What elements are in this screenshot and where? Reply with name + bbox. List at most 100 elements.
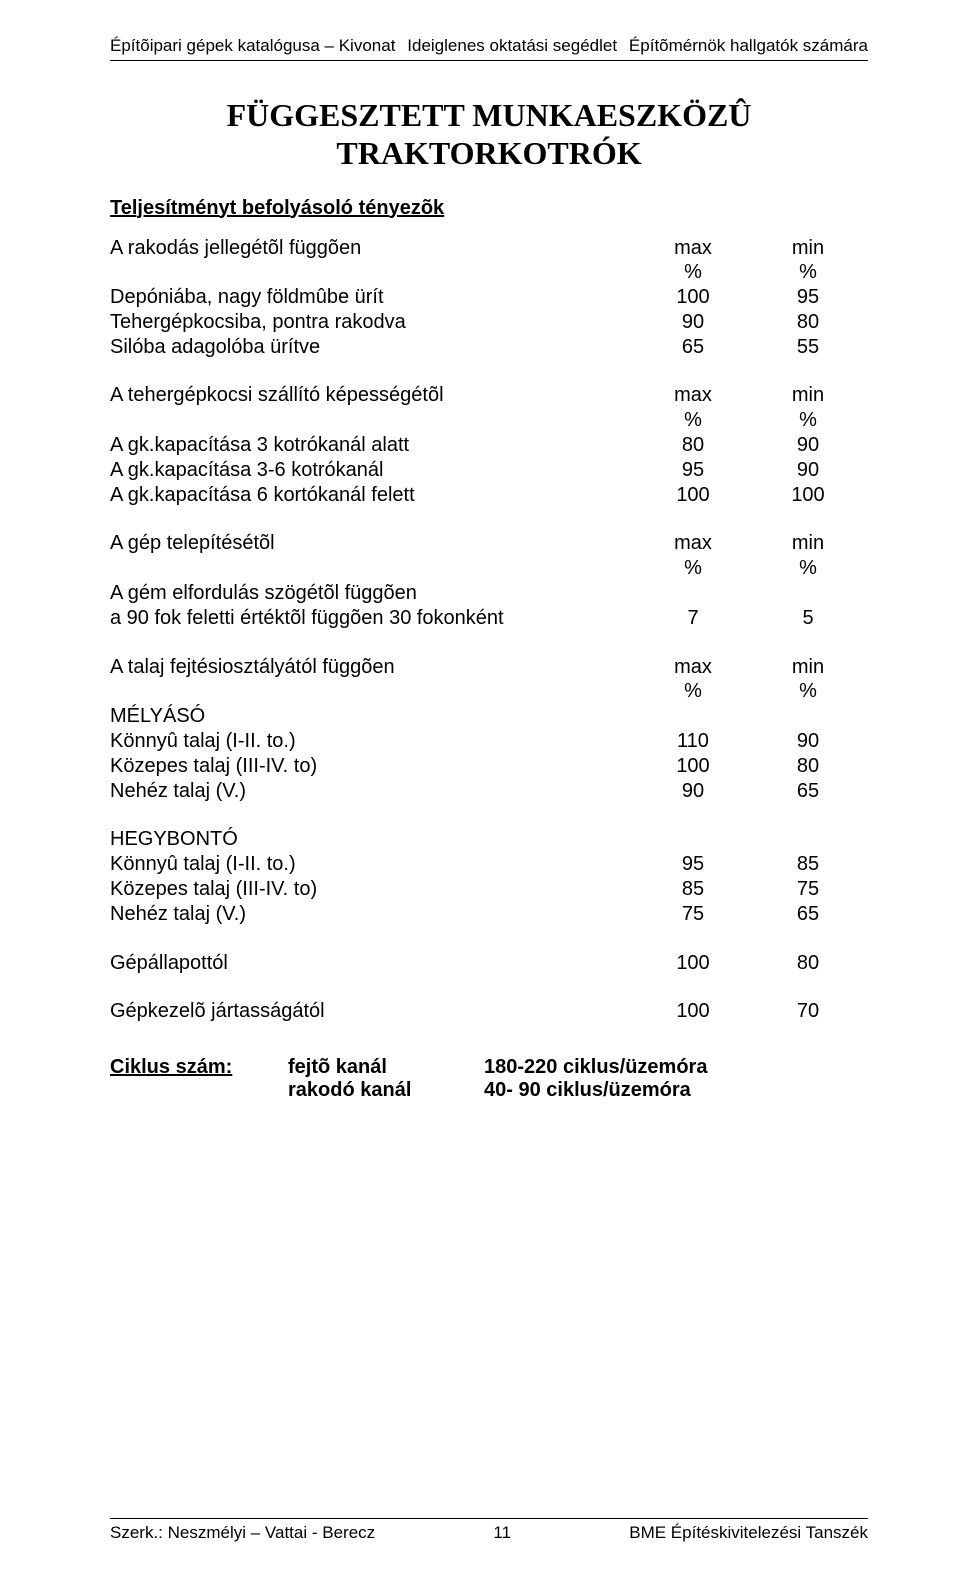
data-table: Gépállapottól10080 [110,951,868,976]
group-header-min: min [748,236,868,261]
row-label: Gépállapottól [110,951,638,976]
row-min: 90 [748,433,868,458]
row-max: 90 [638,779,748,804]
row-label: Közepes talaj (III-IV. to) [110,877,638,902]
footer-page-number: 11 [493,1523,511,1543]
sub-label: HEGYBONTÓ [110,827,638,852]
pct-symbol: % [748,408,868,433]
row-label: Gépkezelõ jártasságától [110,999,638,1024]
row-min: 5 [748,606,868,631]
row-min: 80 [748,310,868,335]
row-label: A gk.kapacítása 6 kortókanál felett [110,483,638,508]
row-label: Könnyû talaj (I-II. to.) [110,852,638,877]
row-min: 95 [748,285,868,310]
table-row: Tehergépkocsiba, pontra rakodva9080 [110,310,868,335]
row-max: 110 [638,729,748,754]
pct-symbol: % [638,260,748,285]
pct-symbol: % [638,679,748,704]
table-row: A gk.kapacítása 6 kortókanál felett10010… [110,483,868,508]
table-row: Könnyû talaj (I-II. to.)11090 [110,729,868,754]
table-row: Depóniába, nagy földmûbe ürít10095 [110,285,868,310]
table-row: a 90 fok feletti értéktõl függõen 30 fok… [110,606,868,631]
row-min: 100 [748,483,868,508]
row-min: 80 [748,754,868,779]
header-right: Építõmérnök hallgatók számára [629,36,868,56]
row-max: 65 [638,335,748,360]
page-footer: Szerk.: Neszmélyi – Vattai - Berecz 11 B… [110,1519,868,1543]
row-min: 90 [748,458,868,483]
group-header-label: A gép telepítésétõl [110,531,638,556]
data-table: A tehergépkocsi szállító képességétõlmax… [110,383,868,507]
row-max: 100 [638,999,748,1024]
data-table: Gépkezelõ jártasságától10070 [110,999,868,1024]
data-table: A talaj fejtésiosztályától függõenmaxmin… [110,655,868,804]
row-min: 70 [748,999,868,1024]
group-header-min: min [748,383,868,408]
row-label: Depóniába, nagy földmûbe ürít [110,285,638,310]
row-max: 100 [638,483,748,508]
row-min: 65 [748,902,868,927]
ciklus-row1-name: fejtõ kanál [288,1056,484,1079]
group-header-label: A rakodás jellegétõl függõen [110,236,638,261]
section-title: Teljesítményt befolyásoló tényezõk [110,197,868,220]
data-table: A gép telepítésétõlmaxmin%%A gém elfordu… [110,531,868,630]
footer-right: BME Építéskivitelezési Tanszék [629,1523,868,1543]
group-header-max: max [638,655,748,680]
title-line-2: TRAKTORKOTRÓK [336,135,641,171]
row-max: 7 [638,606,748,631]
ciklus-block: Ciklus szám: fejtõ kanál 180-220 ciklus/… [110,1056,868,1102]
table-row: Közepes talaj (III-IV. to)10080 [110,754,868,779]
table-row: A gk.kapacítása 3-6 kotrókanál9590 [110,458,868,483]
group-header-max: max [638,531,748,556]
row-max: 95 [638,852,748,877]
header-left: Építõipari gépek katalógusa – Kivonat [110,36,395,56]
row-min: 85 [748,852,868,877]
sub-label: A gém elfordulás szögétõl függõen [110,581,638,606]
row-max: 95 [638,458,748,483]
row-label: a 90 fok feletti értéktõl függõen 30 fok… [110,606,638,631]
table-row: A gk.kapacítása 3 kotrókanál alatt8090 [110,433,868,458]
row-max: 80 [638,433,748,458]
table-row: Közepes talaj (III-IV. to)8575 [110,877,868,902]
row-min: 75 [748,877,868,902]
table-row: Silóba adagolóba ürítve6555 [110,335,868,360]
group-header-label: A talaj fejtésiosztályától függõen [110,655,638,680]
header-center: Ideiglenes oktatási segédlet [407,36,617,56]
table-row: Gépkezelõ jártasságától10070 [110,999,868,1024]
row-max: 100 [638,754,748,779]
data-table: A rakodás jellegétõl függõenmaxmin%%Depó… [110,236,868,360]
pct-symbol: % [638,408,748,433]
pct-symbol: % [748,260,868,285]
row-label: Nehéz talaj (V.) [110,779,638,804]
data-table: HEGYBONTÓKönnyû talaj (I-II. to.)9585Köz… [110,827,868,926]
row-label: A gk.kapacítása 3 kotrókanál alatt [110,433,638,458]
row-max: 100 [638,285,748,310]
table-row: Gépállapottól10080 [110,951,868,976]
row-max: 85 [638,877,748,902]
row-min: 90 [748,729,868,754]
group-header-min: min [748,655,868,680]
table-row: Nehéz talaj (V.)7565 [110,902,868,927]
row-min: 80 [748,951,868,976]
row-label: Nehéz talaj (V.) [110,902,638,927]
header-divider [110,60,868,61]
ciklus-row1-value: 180-220 ciklus/üzemóra [484,1056,707,1079]
page-header: Építõipari gépek katalógusa – Kivonat Id… [110,36,868,60]
group-header-label: A tehergépkocsi szállító képességétõl [110,383,638,408]
group-header-max: max [638,383,748,408]
ciklus-label: Ciklus szám: [110,1056,288,1079]
footer-left: Szerk.: Neszmélyi – Vattai - Berecz [110,1523,375,1543]
group-header-min: min [748,531,868,556]
row-min: 65 [748,779,868,804]
pct-symbol: % [748,556,868,581]
ciklus-row2-value: 40- 90 ciklus/üzemóra [484,1079,691,1102]
row-max: 75 [638,902,748,927]
document-title: FÜGGESZTETT MUNKAESZKÖZÛ TRAKTORKOTRÓK [110,97,868,173]
table-row: Könnyû talaj (I-II. to.)9585 [110,852,868,877]
row-label: A gk.kapacítása 3-6 kotrókanál [110,458,638,483]
table-row: Nehéz talaj (V.)9065 [110,779,868,804]
row-label: Közepes talaj (III-IV. to) [110,754,638,779]
pct-symbol: % [748,679,868,704]
group-header-max: max [638,236,748,261]
row-label: Könnyû talaj (I-II. to.) [110,729,638,754]
